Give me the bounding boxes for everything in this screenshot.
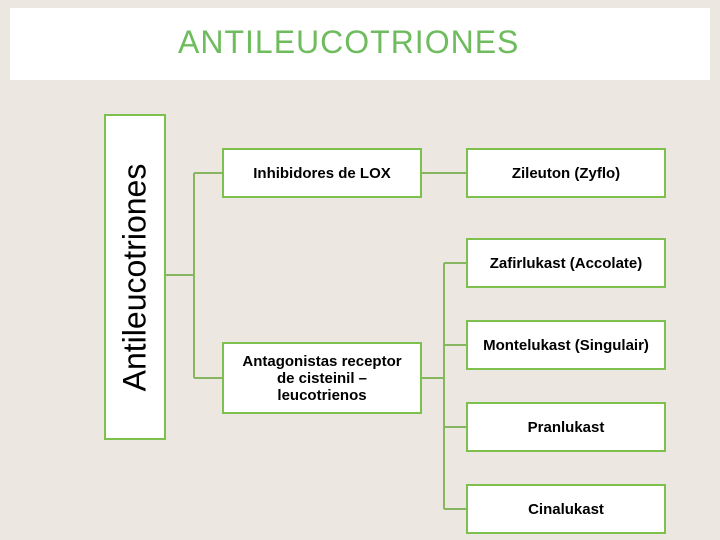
connector-segment <box>443 263 445 509</box>
node-cinalukast: Cinalukast <box>466 484 666 534</box>
node-label: Zileuton (Zyflo) <box>512 165 620 182</box>
node-zafirlukast: Zafirlukast (Accolate) <box>466 238 666 288</box>
connector-segment <box>166 274 194 276</box>
node-label: Antagonistas receptor de cisteinil – leu… <box>232 353 412 404</box>
connector-segment <box>444 262 466 264</box>
node-pranlukast: Pranlukast <box>466 402 666 452</box>
node-label: Montelukast (Singulair) <box>483 337 649 354</box>
node-label: Zafirlukast (Accolate) <box>490 255 643 272</box>
node-antagonistas: Antagonistas receptor de cisteinil – leu… <box>222 342 422 414</box>
connector-segment <box>422 377 444 379</box>
connector-segment <box>444 344 466 346</box>
node-zileuton: Zileuton (Zyflo) <box>466 148 666 198</box>
node-montelukast: Montelukast (Singulair) <box>466 320 666 370</box>
node-label: Pranlukast <box>528 419 605 436</box>
connector-segment <box>444 426 466 428</box>
slide-title: ANTILEUCOTRIONES <box>178 24 519 61</box>
category-sidebar-label: Antileucotriones <box>117 163 154 391</box>
connector-segment <box>194 172 222 174</box>
connector-segment <box>444 508 466 510</box>
slide: ANTILEUCOTRIONES Antileucotriones Inhibi… <box>0 0 720 540</box>
node-label: Inhibidores de LOX <box>253 165 391 182</box>
node-inhibidores: Inhibidores de LOX <box>222 148 422 198</box>
node-label: Cinalukast <box>528 501 604 518</box>
connector-segment <box>194 377 222 379</box>
connector-segment <box>422 172 466 174</box>
connector-segment <box>193 173 195 378</box>
category-sidebar: Antileucotriones <box>104 114 166 440</box>
